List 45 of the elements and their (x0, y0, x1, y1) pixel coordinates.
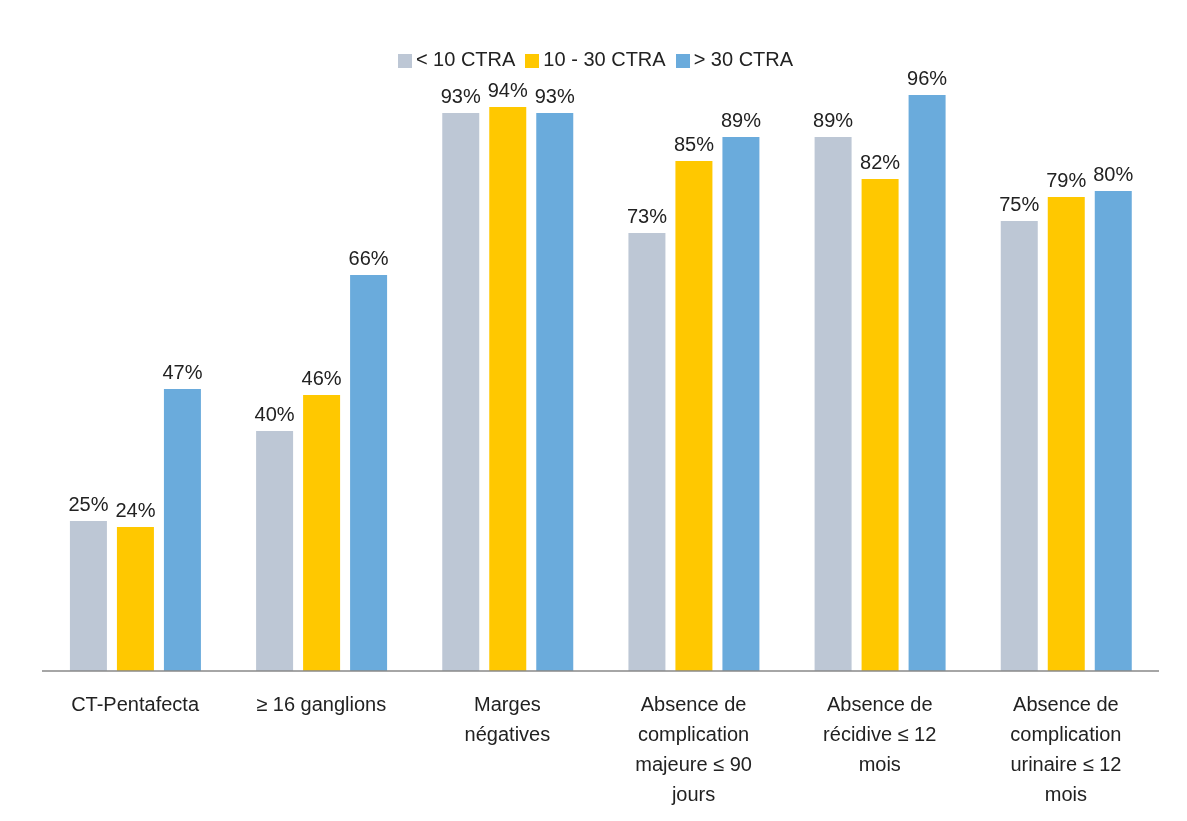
bar (303, 395, 341, 671)
data-label: 93% (440, 85, 481, 107)
data-label: 75% (999, 193, 1040, 215)
legend-label: > 30 CTRA (693, 48, 794, 70)
legend-label: < 10 CTRA (415, 48, 516, 70)
data-label: 89% (813, 109, 854, 131)
bar (1094, 191, 1132, 671)
data-label: 73% (626, 205, 668, 227)
data-label: 82% (860, 151, 901, 173)
bar (489, 107, 527, 671)
data-label: 96% (907, 67, 948, 89)
bar (814, 137, 852, 671)
bar (1047, 197, 1085, 671)
data-label: 80% (1093, 163, 1134, 185)
x-tick-label: Absence de récidive ≤ 12 mois (823, 693, 937, 775)
data-label: 93% (534, 85, 575, 107)
bar (722, 137, 760, 671)
bar (861, 179, 899, 671)
data-label: 85% (673, 133, 715, 155)
data-label: 47% (162, 361, 203, 383)
bar (69, 521, 107, 671)
data-label: 46% (301, 367, 342, 389)
x-tick-label: Absence de complication majeure ≤ 90 jours (635, 693, 752, 805)
data-label: 89% (720, 109, 762, 131)
data-label: 24% (115, 499, 156, 521)
bar (536, 113, 574, 671)
data-label: 94% (487, 79, 528, 101)
bar (163, 389, 201, 671)
x-tick-label: CT-Pentafecta (71, 693, 200, 715)
bar (256, 431, 294, 671)
x-tick-label: Marges négatives (464, 693, 551, 745)
data-label: 40% (254, 403, 295, 425)
bar (350, 275, 388, 671)
data-label: 66% (348, 247, 389, 269)
bar (628, 233, 666, 671)
bar (908, 95, 946, 671)
data-label: 25% (68, 493, 109, 515)
bar (442, 113, 480, 671)
x-tick-label: Absence de complication urinaire ≤ 12 mois (1010, 693, 1122, 805)
legend-label: 10 - 30 CTRA (543, 48, 666, 70)
data-label: 79% (1046, 169, 1087, 191)
bar (1000, 221, 1038, 671)
bar (675, 161, 713, 671)
x-tick-label: ≥ 16 ganglions (256, 693, 387, 715)
bar (116, 527, 154, 671)
